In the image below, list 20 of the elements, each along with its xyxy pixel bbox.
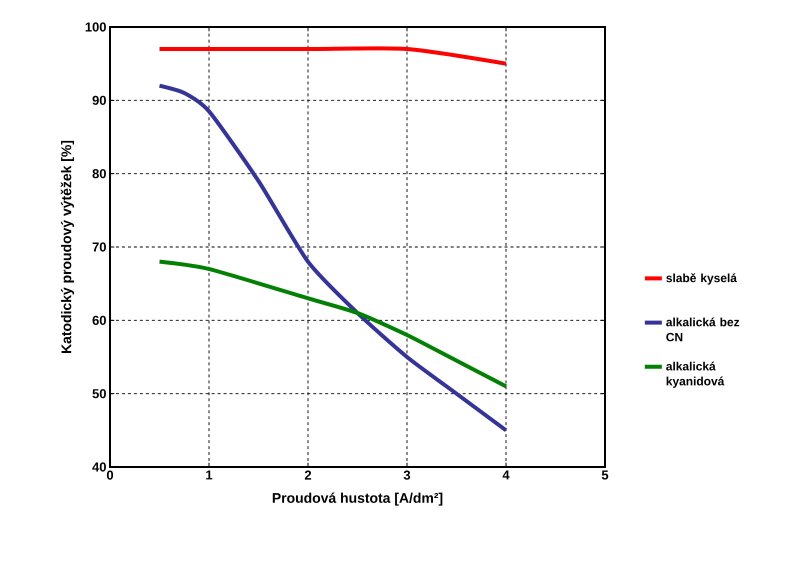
x-tick-label: 5 — [602, 470, 608, 480]
line-series — [158, 260, 508, 388]
y-tick-label: 80 — [92, 169, 106, 178]
y-tick-label: 50 — [92, 389, 106, 398]
legend-label: alkalická bez CN — [666, 317, 740, 342]
y-tick-label: 90 — [92, 96, 106, 105]
x-tick-label: 2 — [304, 470, 312, 480]
x-tick-label: 4 — [502, 470, 510, 480]
x-axis-title: Proudová hustota [A/dm²] — [272, 492, 442, 506]
y-axis-title: Katodický proudový výtěžek [%] — [60, 140, 74, 354]
y-tick-label: 60 — [92, 316, 106, 325]
y-tick-label: 100 — [86, 22, 106, 32]
x-tick-label: 3 — [404, 470, 410, 480]
x-tick-label: 1 — [206, 470, 212, 480]
y-tick-label: 70 — [92, 242, 106, 252]
line-series — [158, 84, 508, 432]
y-tick-label: 40 — [92, 462, 106, 472]
x-tick-label: 0 — [106, 470, 114, 480]
legend-label: alkalická kyanidová — [666, 362, 724, 388]
legend-label: slabě kyselá — [666, 273, 737, 285]
